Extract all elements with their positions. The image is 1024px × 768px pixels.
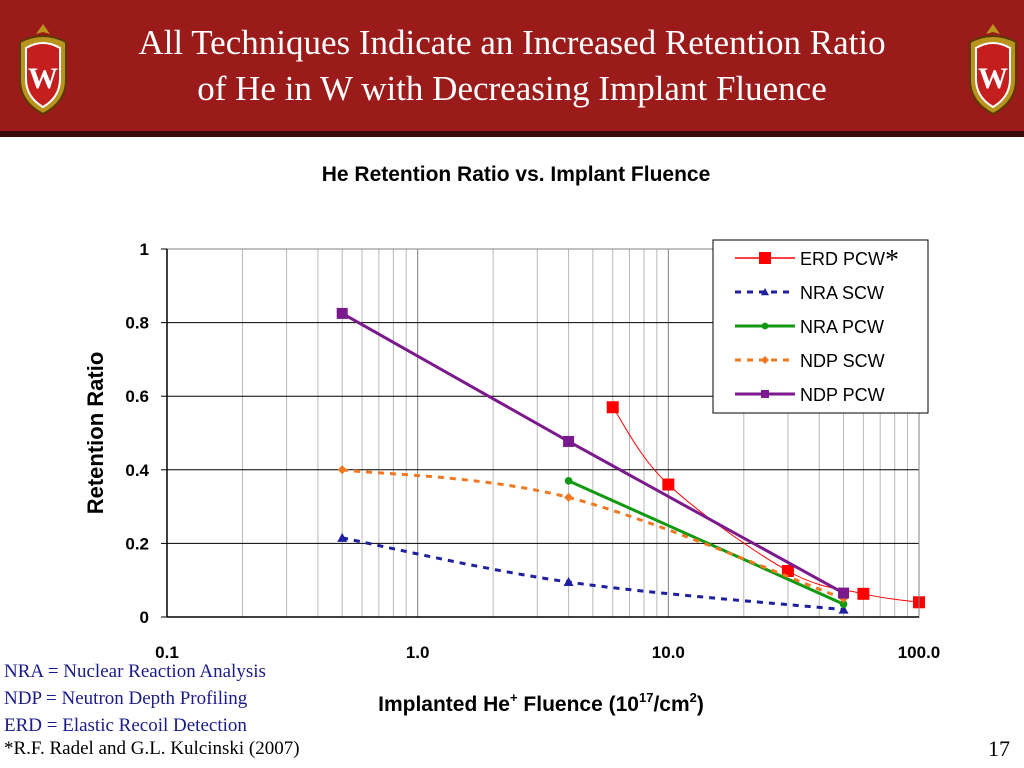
y-tick-label: 0.8 — [125, 314, 149, 333]
slide-title-line-1: All Techniques Indicate an Increased Ret… — [138, 23, 886, 62]
crest-letter: W — [978, 62, 1008, 95]
y-tick-label: 0.6 — [125, 387, 149, 406]
data-point-ndp-pcw — [563, 435, 575, 447]
legend-note-marker: * — [885, 245, 899, 276]
slide-header: W W All Techniques Indicate an Increased… — [0, 0, 1024, 137]
data-point-nra-pcw — [564, 477, 573, 485]
data-point-ndp-scw — [564, 492, 574, 502]
x-tick-label: 100.0 — [898, 643, 941, 662]
y-axis-label: Retention Ratio — [83, 352, 108, 515]
data-point-nra-scw — [563, 577, 574, 587]
legend-label-ndp-scw: NDP SCW — [800, 351, 885, 371]
data-point-ndp-pcw — [336, 307, 348, 319]
data-point-nra-scw — [838, 604, 849, 614]
footnote-nra: NRA = Nuclear Reaction Analysis — [4, 661, 266, 682]
university-crest-right-icon: W — [969, 24, 1017, 116]
chart-title: He Retention Ratio vs. Implant Fluence — [322, 163, 711, 186]
x-tick-label: 0.1 — [155, 643, 179, 662]
legend-marker-ndp-pcw — [761, 390, 769, 398]
citation: *R.F. Radel and G.L. Kulcinski (2007) — [4, 738, 300, 759]
data-point-erd-pcw — [857, 587, 870, 600]
legend-marker-ndp-scw — [761, 356, 769, 364]
crest-letter: W — [28, 62, 58, 95]
data-point-erd-pcw — [662, 478, 675, 491]
y-tick-label: 0.2 — [125, 534, 149, 553]
legend-label-ndp-pcw: NDP PCW — [800, 385, 885, 405]
data-point-erd-pcw — [606, 401, 619, 414]
axes — [161, 248, 920, 618]
footnote-erd: ERD = Elastic Recoil Detection — [4, 715, 247, 736]
y-tick-label: 0.4 — [125, 461, 149, 480]
data-point-ndp-pcw — [838, 587, 850, 599]
y-tick-label: 1 — [140, 240, 149, 259]
series-line-nra-pcw — [567, 479, 845, 606]
series-line-erd-pcw — [612, 406, 920, 603]
data-point-ndp-scw — [337, 465, 347, 475]
slide-title-line-2: of He in W with Decreasing Implant Fluen… — [197, 69, 827, 108]
data-point-nra-scw — [337, 532, 348, 542]
legend-marker-nra-scw — [761, 288, 769, 296]
university-crest-left-icon: W — [19, 24, 67, 116]
data-point-nra-pcw — [839, 600, 848, 608]
x-tick-label: 10.0 — [652, 643, 685, 662]
x-tick-label: 1.0 — [406, 643, 430, 662]
legend-marker-erd-pcw — [759, 252, 771, 264]
tick-labels: 0 0.2 0.4 0.6 0.8 1 0.1 1.0 10.0 100.0 — [125, 240, 940, 662]
footnote-ndp: NDP = Neutron Depth Profiling — [4, 688, 248, 709]
legend-label-nra-pcw: NRA PCW — [800, 317, 884, 337]
legend-marker-nra-pcw — [761, 322, 769, 330]
y-tick-label: 0 — [140, 608, 149, 627]
legend-label-nra-scw: NRA SCW — [800, 283, 884, 303]
page-number: 17 — [988, 736, 1010, 761]
retention-chart: He Retention Ratio vs. Implant Fluence R… — [83, 163, 940, 716]
x-axis-label: Implanted He+ Fluence (1017/cm2) — [378, 690, 704, 716]
